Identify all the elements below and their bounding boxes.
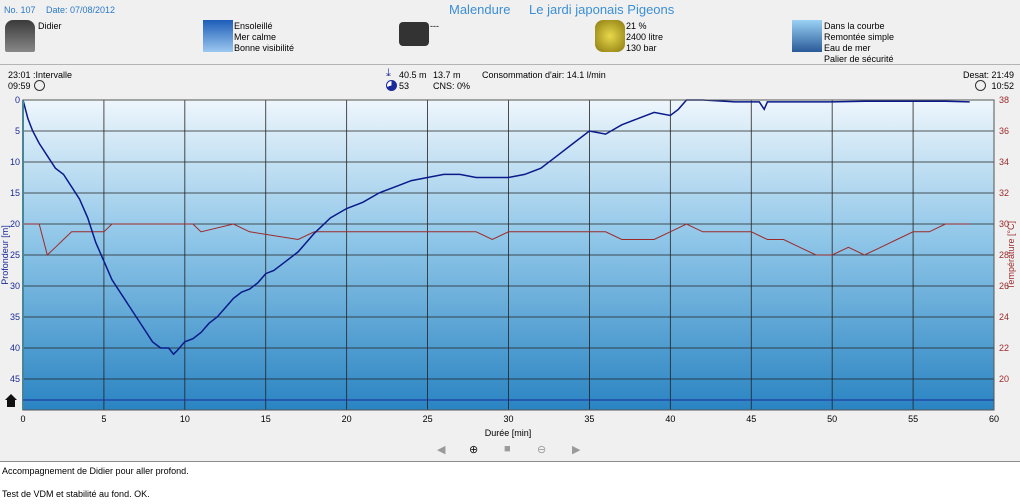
plot-border [22,99,995,411]
x-tick-label: 55 [908,414,918,424]
y-tick-label: 35 [10,312,20,322]
x-tick-label: 20 [342,414,352,424]
gas-line-3: 130 bar [626,43,657,53]
next-icon[interactable]: ▶ [572,444,581,456]
dive-date: Date: 07/08/2012 [46,5,116,15]
y2-tick-label: 26 [999,281,1009,291]
temperature-series [23,223,970,256]
y2-tick-label: 30 [999,219,1009,229]
x-tick-label: 30 [503,414,513,424]
max-depth-icon: ⤓ [386,67,391,79]
y2-tick-label: 36 [999,126,1009,136]
note-line-2: Test de VDM et stabilité au fond. OK. [2,489,150,499]
x-tick-label: 40 [665,414,675,424]
y-axis-label: Profondeur [m] [0,225,10,285]
stopwatch-icon [34,80,45,91]
y-tick-label: 5 [15,126,20,136]
surface-time: 23:01 [8,70,31,80]
air-consumption: Consommation d'air: 14.1 l/min [482,70,606,80]
dive-type-line-1: Dans la courbe [824,21,885,31]
stop-icon[interactable]: ■ [504,443,511,455]
dive-type-line-3: Eau de mer [824,43,871,53]
x-tick-label: 35 [584,414,594,424]
dive-profile-chart: 0 5 10 15 20 25 30 35 40 45 50 55 60 0 5 10 15 20 25 30 35 4… [0,95,1016,438]
avg-depth: 13.7 m [433,70,461,80]
camera-icon [399,22,429,46]
y-tick-label: 30 [10,281,20,291]
desat-icon [975,80,986,91]
y-tick-label: 20 [10,219,20,229]
y2-tick-label: 24 [999,312,1009,322]
x-tick-label: 15 [261,414,271,424]
x-tick-label: 25 [423,414,433,424]
site-name: Malendure [449,2,511,17]
y2-axis-label: Température [°C] [1006,221,1016,289]
y2-tick-label: 20 [999,374,1009,384]
duration-icon [386,80,397,91]
y2-tick-label: 28 [999,250,1009,260]
x-tick-label: 45 [746,414,756,424]
y2-tick-label: 34 [999,157,1009,167]
weather-line-2: Mer calme [234,32,277,42]
zoom-in-icon[interactable]: ⊕ [469,444,479,456]
y2-tick-label: 22 [999,343,1009,353]
y2-tick-label: 38 [999,95,1009,105]
x-tick-label: 0 [20,414,25,424]
desat-value: Desat: 21:49 [962,70,1014,80]
previous-icon[interactable]: ◀ [437,444,446,456]
cns-value: CNS: 0% [433,81,471,91]
note-line-1: Accompagnement de Didier pour aller prof… [2,466,189,476]
x-axis-label: Durée [min] [485,428,532,438]
gas-line-1: 21 % [626,21,647,31]
tank-icon [595,20,625,52]
desat-time: 10:52 [991,81,1014,91]
max-depth: 40.5 m [399,70,427,80]
y-tick-label: 45 [10,374,20,384]
weather-line-1: Ensoleillé [234,21,273,31]
dive-number: No. 107 [4,5,36,15]
interval-label: :Intervalle [33,70,73,80]
y-tick-label: 40 [10,343,20,353]
interval-value: 09:59 [8,81,31,91]
y-tick-label: 15 [10,188,20,198]
dive-type-icon [792,20,822,52]
weather-line-3: Bonne visibilité [234,43,295,53]
x-tick-label: 50 [827,414,837,424]
buddy-name: Didier [38,21,62,31]
site-detail: Le jardi japonais Pigeons [529,2,675,17]
dive-type-line-2: Remontée simple [824,32,895,42]
x-tick-label: 10 [180,414,190,424]
gas-line-2: 2400 litre [626,32,664,42]
dive-duration: 53 [399,81,410,91]
home-icon[interactable] [5,394,17,407]
dive-type-line-4: Palier de sécurité [824,54,894,64]
y-tick-label: 25 [10,250,20,260]
notes-panel[interactable]: Accompagnement de Didier pour aller prof… [0,461,1020,504]
header-divider [0,64,1020,65]
weather-icon [203,20,233,52]
zoom-out-icon[interactable]: ⊖ [537,444,547,456]
divers-icon [5,20,35,52]
y-tick-label: 10 [10,157,20,167]
y2-tick-label: 32 [999,188,1009,198]
x-tick-label: 60 [989,414,999,424]
x-tick-label: 5 [101,414,106,424]
camera-text: --- [430,21,439,31]
y-tick-label: 0 [15,95,20,105]
